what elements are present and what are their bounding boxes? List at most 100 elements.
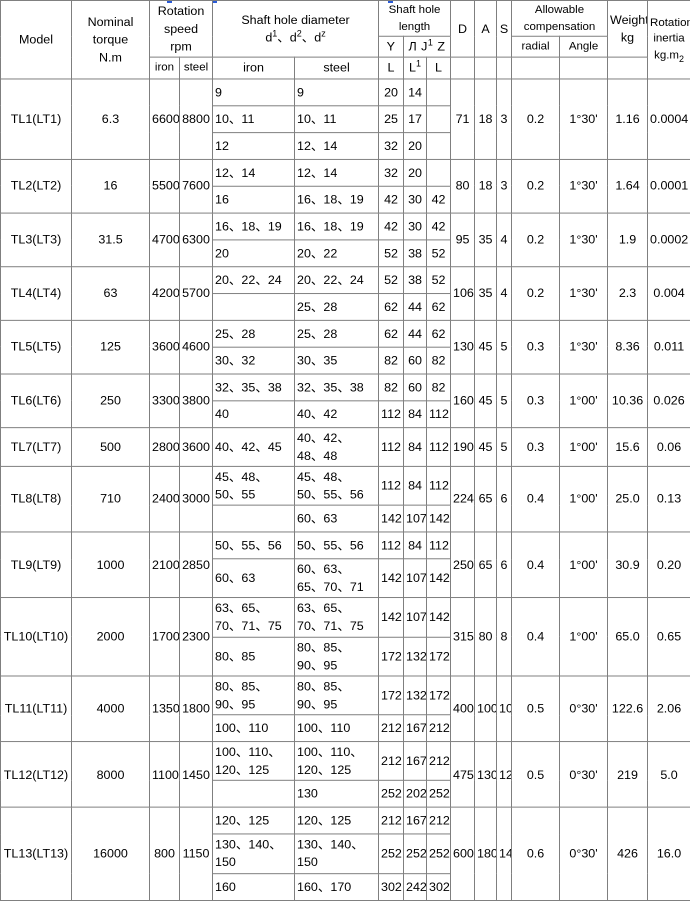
- cell-s: 4: [497, 266, 512, 320]
- cell-length-lz: 52: [427, 266, 451, 293]
- cell-rpm-steel: 6300: [180, 213, 213, 267]
- cell-weight: 30.9: [608, 532, 648, 598]
- cell-rpm-steel: 5700: [180, 266, 213, 320]
- cell-rpm-steel: 2850: [180, 532, 213, 598]
- cell-diameter-iron: 20: [213, 239, 295, 266]
- cell-length-l1: 30: [404, 213, 427, 240]
- cell-length-l1: 242: [404, 873, 427, 900]
- cell-diameter-iron: 25、28: [213, 320, 295, 347]
- cell-rotational-inertia: 0.004: [648, 266, 690, 320]
- cell-length-lz: 112: [427, 466, 451, 505]
- cell-diameter-iron: 100、110: [213, 715, 295, 742]
- cell-length-l: 172: [379, 637, 404, 676]
- cell-length-l1: 167: [404, 715, 427, 742]
- cell-length-l1: 107: [404, 559, 427, 598]
- cell-comp-radial: 0.3: [512, 320, 560, 374]
- cell-rotational-inertia: 0.06: [648, 427, 690, 466]
- cell-diameter-steel: 100、110、120、125: [295, 742, 379, 781]
- cell-diameter-iron: [213, 505, 295, 532]
- header-length-y: Y: [379, 37, 404, 58]
- cell-weight: 2.3: [608, 266, 648, 320]
- header-rotation-speed: Rotation speed rpm: [150, 0, 213, 57]
- cell-rpm-steel: 1150: [180, 807, 213, 900]
- cell-nominal-torque: 16000: [72, 807, 150, 900]
- cell-comp-angle: 1°30': [560, 159, 608, 213]
- cell-nominal-torque: 2000: [72, 598, 150, 676]
- cell-rotational-inertia: 0.026: [648, 374, 690, 428]
- cell-rpm-steel: 3600: [180, 427, 213, 466]
- cell-weight: 25.0: [608, 466, 648, 532]
- cell-comp-radial: 0.3: [512, 374, 560, 428]
- header-length-j-j1-z: Л J1 Z: [404, 37, 451, 58]
- cell-comp-angle: 1°30': [560, 213, 608, 267]
- cell-rpm-iron: 2800: [150, 427, 180, 466]
- cell-length-l: 25: [379, 105, 404, 132]
- cell-s: 5: [497, 427, 512, 466]
- cell-d: 600: [451, 807, 475, 900]
- cell-length-l1: 84: [404, 532, 427, 559]
- cell-rotational-inertia: 16.0: [648, 807, 690, 900]
- cell-diameter-steel: 63、65、70、71、75: [295, 598, 379, 637]
- cell-comp-angle: 1°00': [560, 427, 608, 466]
- header-nominal-torque-label: Nominal torque: [88, 15, 134, 47]
- cell-diameter-steel: 16、18、19: [295, 186, 379, 213]
- cell-length-l1: 17: [404, 105, 427, 132]
- cell-length-l: 142: [379, 559, 404, 598]
- cell-weight: 10.36: [608, 374, 648, 428]
- cell-comp-radial: 0.2: [512, 213, 560, 267]
- cell-length-l: 112: [379, 400, 404, 427]
- cell-a: 80: [475, 598, 497, 676]
- cell-diameter-steel: 32、35、38: [295, 374, 379, 401]
- cell-length-l: 82: [379, 347, 404, 374]
- cell-a: 100: [475, 676, 497, 742]
- cell-comp-radial: 0.4: [512, 598, 560, 676]
- cell-length-l: 302: [379, 873, 404, 900]
- header-shaft-hole-diameter-label: Shaft hole diameter: [241, 13, 349, 27]
- cell-model: TL10(LT10): [1, 598, 72, 676]
- cell-diameter-iron: 80、85、90、95: [213, 676, 295, 715]
- header-spacer-angle: [560, 58, 608, 79]
- cell-length-lz: 172: [427, 637, 451, 676]
- cell-model: TL4(LT4): [1, 266, 72, 320]
- cell-comp-angle: 1°00': [560, 466, 608, 532]
- cell-weight: 8.36: [608, 320, 648, 374]
- cell-model: TL3(LT3): [1, 213, 72, 267]
- cell-d: 224: [451, 466, 475, 532]
- cell-nominal-torque: 4000: [72, 676, 150, 742]
- cell-length-lz: 212: [427, 742, 451, 781]
- cell-model: TL13(LT13): [1, 807, 72, 900]
- cell-rotational-inertia: 0.011: [648, 320, 690, 374]
- cell-length-l: 142: [379, 505, 404, 532]
- cell-rpm-steel: 3800: [180, 374, 213, 428]
- cell-comp-angle: 1°30': [560, 79, 608, 159]
- cell-length-l: 62: [379, 293, 404, 320]
- cell-length-l: 212: [379, 807, 404, 834]
- cell-length-l1: 202: [404, 781, 427, 808]
- cell-length-l1: 60: [404, 374, 427, 401]
- cell-rpm-iron: 3600: [150, 320, 180, 374]
- cell-length-l1: 167: [404, 742, 427, 781]
- cell-length-l1: 44: [404, 320, 427, 347]
- cell-rpm-iron: 6600: [150, 79, 180, 159]
- cell-model: TL2(LT2): [1, 159, 72, 213]
- cell-diameter-iron: 20、22、24: [213, 266, 295, 293]
- cell-diameter-steel: 130、140、150: [295, 834, 379, 873]
- header-rotational-inertia-label: Rotational inertia: [650, 17, 690, 45]
- cell-diameter-iron: 45、48、50、55: [213, 466, 295, 505]
- cell-weight: 15.6: [608, 427, 648, 466]
- cell-nominal-torque: 31.5: [72, 213, 150, 267]
- cell-a: 180: [475, 807, 497, 900]
- header-shaft-hole-diameter: Shaft hole diameter d1、d2、dz: [213, 0, 379, 57]
- cell-diameter-steel: 60、63: [295, 505, 379, 532]
- header-length-l: L: [379, 58, 404, 79]
- cell-length-l1: 107: [404, 598, 427, 637]
- cell-length-l: 32: [379, 159, 404, 186]
- cell-diameter-iron: 60、63: [213, 559, 295, 598]
- cell-diameter-steel: 80、85、90、95: [295, 637, 379, 676]
- cell-length-l: 62: [379, 320, 404, 347]
